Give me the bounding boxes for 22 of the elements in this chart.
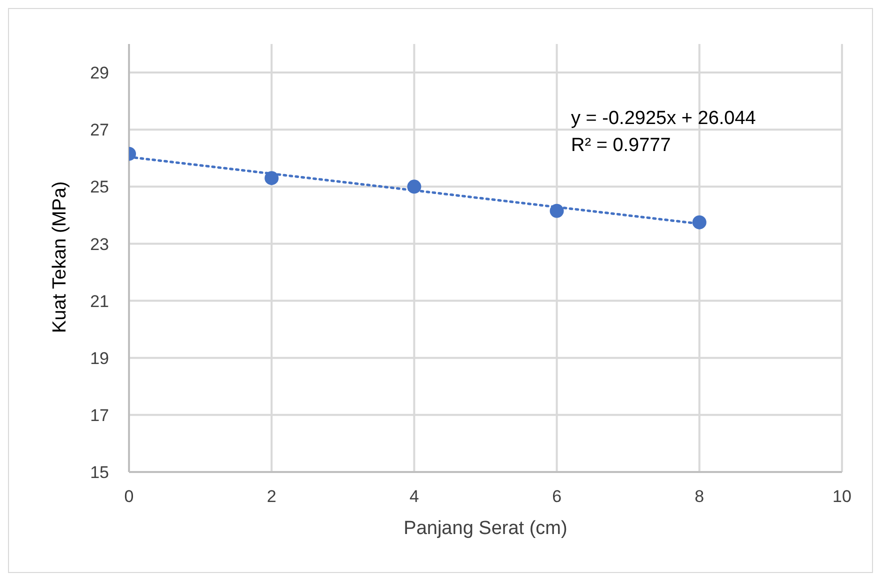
x-tick-label: 0	[124, 487, 134, 506]
y-tick-label: 23	[90, 234, 109, 254]
point	[550, 204, 564, 218]
x-axis-title: Panjang Serat (cm)	[404, 518, 568, 539]
x-tick-label: 2	[266, 487, 276, 506]
y-tick-label: 27	[90, 120, 109, 140]
y-tick-label: 29	[90, 64, 109, 83]
x-tick-label: 10	[832, 487, 852, 506]
annotation: R² = 0.9777	[571, 134, 672, 158]
y-axis-title: Kuat Tekan (MPa)	[50, 181, 71, 333]
point	[264, 171, 279, 186]
y-tick-label: 19	[90, 348, 109, 368]
y-tick-label: 21	[90, 292, 109, 311]
point	[407, 180, 422, 194]
point	[692, 215, 706, 230]
x-tick-label: 4	[409, 487, 419, 506]
y-tick-label: 17	[90, 406, 109, 425]
y-tick-label: 25	[90, 178, 109, 197]
x-tick-label: 8	[694, 487, 704, 506]
x-tick-label: 6	[552, 487, 562, 506]
y-tick-label: 15	[90, 463, 109, 482]
annotation: y = -0.2925x + 26.044	[571, 107, 756, 131]
